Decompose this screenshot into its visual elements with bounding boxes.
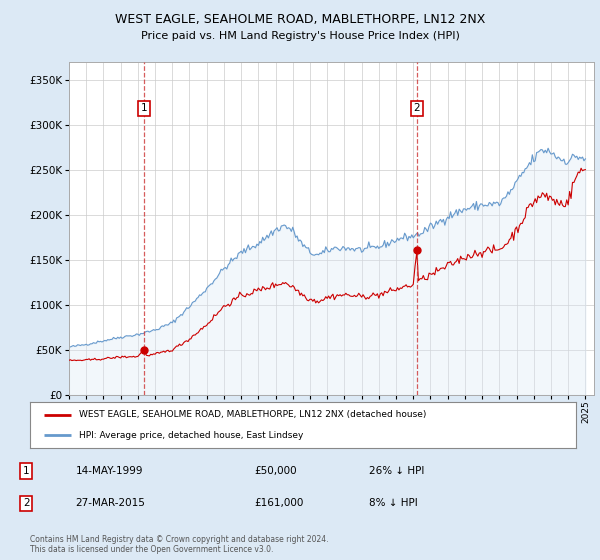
Text: £161,000: £161,000: [254, 498, 303, 508]
Text: 27-MAR-2015: 27-MAR-2015: [76, 498, 145, 508]
Text: 8% ↓ HPI: 8% ↓ HPI: [369, 498, 418, 508]
Text: Contains HM Land Registry data © Crown copyright and database right 2024.
This d: Contains HM Land Registry data © Crown c…: [30, 535, 329, 554]
Text: HPI: Average price, detached house, East Lindsey: HPI: Average price, detached house, East…: [79, 431, 304, 440]
Text: 1: 1: [141, 103, 148, 113]
Text: 2: 2: [23, 498, 30, 508]
Text: 26% ↓ HPI: 26% ↓ HPI: [369, 466, 424, 476]
Text: £50,000: £50,000: [254, 466, 296, 476]
Text: 2: 2: [413, 103, 420, 113]
Text: 1: 1: [23, 466, 30, 476]
Text: WEST EAGLE, SEAHOLME ROAD, MABLETHORPE, LN12 2NX (detached house): WEST EAGLE, SEAHOLME ROAD, MABLETHORPE, …: [79, 410, 427, 419]
Text: WEST EAGLE, SEAHOLME ROAD, MABLETHORPE, LN12 2NX: WEST EAGLE, SEAHOLME ROAD, MABLETHORPE, …: [115, 13, 485, 26]
Text: 14-MAY-1999: 14-MAY-1999: [76, 466, 143, 476]
Text: Price paid vs. HM Land Registry's House Price Index (HPI): Price paid vs. HM Land Registry's House …: [140, 31, 460, 41]
